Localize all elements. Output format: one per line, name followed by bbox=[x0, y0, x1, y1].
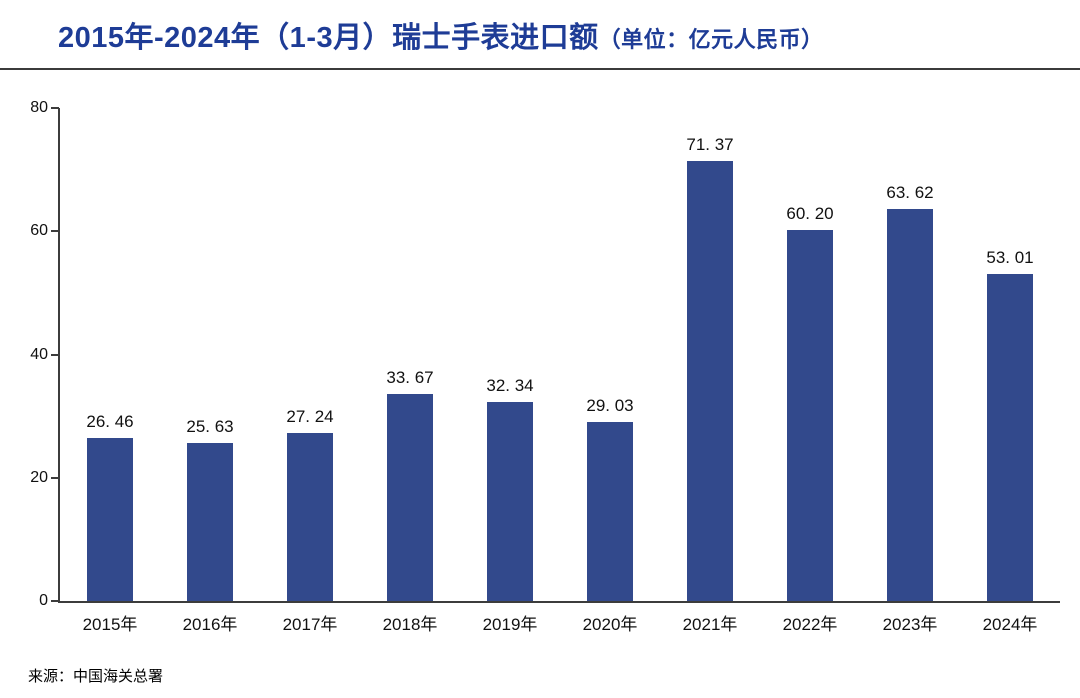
x-axis-tick-label: 2016年 bbox=[182, 615, 238, 634]
y-axis-tick-mark bbox=[51, 107, 59, 109]
plot-area: 0 20 40 60 80 26. 46 2015年 25. 63 2016年 27. 24 201… bbox=[30, 100, 1060, 634]
y-axis-tick-mark bbox=[51, 600, 59, 602]
bar-value-label: 27. 24 bbox=[286, 407, 334, 427]
bar-value-label: 26. 46 bbox=[86, 411, 134, 431]
bar-column: 53. 01 2024年 bbox=[960, 108, 1060, 634]
bar bbox=[587, 422, 633, 601]
bar bbox=[687, 161, 733, 601]
bar-column: 25. 63 2016年 bbox=[160, 108, 260, 634]
chart-header: 2015年-2024年（1-3月）瑞士手表进口额（单位：亿元人民币） bbox=[0, 0, 1080, 56]
chart-title-unit: （单位：亿元人民币） bbox=[598, 27, 824, 52]
bar-value-label: 32. 34 bbox=[486, 375, 534, 395]
x-axis-tick-label: 2017年 bbox=[282, 615, 338, 634]
x-axis-tick-label: 2019年 bbox=[482, 615, 538, 634]
x-axis-tick-label: 2015年 bbox=[82, 615, 138, 634]
y-axis-tick-label: 80 bbox=[30, 99, 48, 116]
bar-value-label: 71. 37 bbox=[686, 135, 734, 155]
y-axis-tick-label: 60 bbox=[30, 222, 48, 240]
bar-chart: 0 20 40 60 80 26. 46 2015年 25. 63 2016年 27. 24 201… bbox=[30, 100, 1060, 634]
bar bbox=[887, 208, 933, 601]
bar-column: 60. 20 2022年 bbox=[760, 108, 860, 634]
bar-value-label: 33. 67 bbox=[386, 367, 434, 387]
bar-value-label: 25. 63 bbox=[186, 417, 234, 437]
bar-value-label: 29. 03 bbox=[586, 396, 634, 416]
header-divider bbox=[0, 68, 1080, 70]
x-axis-tick-label: 2018年 bbox=[382, 615, 438, 634]
y-axis-tick-label: 40 bbox=[30, 345, 48, 363]
x-axis-tick-label: 2021年 bbox=[682, 615, 738, 634]
bar bbox=[187, 443, 233, 601]
bar-column: 32. 34 2019年 bbox=[460, 108, 560, 634]
y-axis-tick-mark bbox=[51, 353, 59, 356]
bar-column: 27. 24 2017年 bbox=[260, 108, 360, 634]
bars-container: 26. 46 2015年 25. 63 2016年 27. 24 2017年 33. 67 2… bbox=[60, 108, 1060, 634]
y-axis-tick-label: 0 bbox=[39, 592, 48, 609]
y-axis-tick-label: 20 bbox=[30, 468, 48, 486]
bar bbox=[787, 230, 833, 601]
bar bbox=[287, 433, 333, 601]
x-axis-tick-label: 2020年 bbox=[582, 615, 638, 634]
bar-column: 33. 67 2018年 bbox=[360, 108, 460, 634]
chart-title: 2015年-2024年（1-3月）瑞士手表进口额（单位：亿元人民币） bbox=[58, 14, 1060, 56]
bar-value-label: 60. 20 bbox=[786, 204, 834, 224]
bar-column: 71. 37 2021年 bbox=[660, 108, 760, 634]
bar-column: 29. 03 2020年 bbox=[560, 108, 660, 634]
bar-value-label: 53. 01 bbox=[986, 248, 1034, 268]
bar-value-label: 63. 62 bbox=[886, 182, 934, 202]
bar bbox=[987, 274, 1033, 601]
x-axis-tick-label: 2022年 bbox=[782, 615, 838, 634]
bar bbox=[387, 393, 433, 601]
bar bbox=[487, 401, 533, 601]
source-note: 来源：中国海关总署 bbox=[28, 668, 164, 685]
chart-title-main: 2015年-2024年（1-3月）瑞士手表进口额 bbox=[58, 22, 599, 54]
y-axis-tick-mark bbox=[51, 230, 59, 233]
bar-column: 26. 46 2015年 bbox=[60, 108, 160, 634]
bar-column: 63. 62 2023年 bbox=[860, 108, 960, 634]
x-axis-tick-label: 2024年 bbox=[982, 615, 1038, 634]
bar bbox=[87, 437, 133, 601]
y-axis-tick-mark bbox=[51, 476, 59, 479]
x-axis-tick-label: 2023年 bbox=[882, 615, 938, 634]
